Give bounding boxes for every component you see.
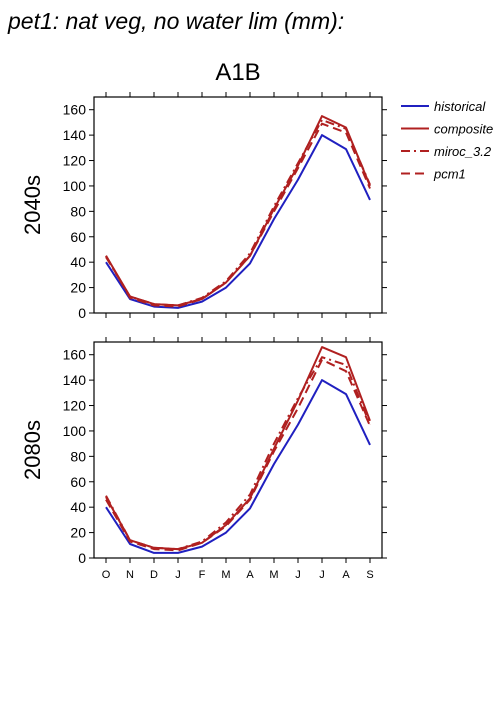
y-tick-label: 100 [63,178,87,194]
y-tick-label: 80 [70,203,86,219]
legend-item-miroc_3.2: miroc_3.2 [401,144,492,159]
x-tick-label: A [342,569,350,581]
series-line-composite [105,346,371,551]
series-line-miroc_3.2 [105,356,371,551]
panel-label: 2080s [20,420,45,480]
y-tick-label: 20 [70,525,86,541]
legend-item-pcm1: pcm1 [401,167,466,182]
chart-panels: 0 20 40 60 80 100 120 140 160 2040s 0 20 40 60 80 100 12… [20,92,387,581]
legend-label: composite [434,122,493,137]
y-tick-label: 40 [70,254,86,270]
legend: historical composite miroc_3.2 pcm1 [401,99,493,182]
x-tick-label: J [319,569,325,581]
panel-2080s: 0 20 40 60 80 100 120 140 160 O N D J F M A M J J A S 2080s [20,337,387,581]
series-line-historical [105,379,371,554]
x-tick-label: M [221,569,230,581]
plot-frame [93,341,383,559]
y-tick-label: 60 [70,229,86,245]
x-tick-label: A [246,569,254,581]
x-tick-label: F [199,569,206,581]
series-line-pcm1 [105,122,371,308]
x-tick-label: O [102,569,111,581]
y-tick-label: 100 [63,423,87,439]
x-tick-label: M [269,569,278,581]
y-tick-label: 0 [78,305,86,321]
x-tick-label: S [366,569,373,581]
y-tick-label: 140 [63,127,87,143]
x-tick-label: J [295,569,301,581]
y-tick-label: 160 [63,347,87,363]
series-line-composite [105,115,371,307]
figure-title: pet1: nat veg, no water lim (mm): [7,8,344,34]
series-line-pcm1 [105,358,371,552]
legend-label: historical [434,99,486,114]
y-tick-label: 120 [63,153,87,169]
series-line-miroc_3.2 [105,118,371,307]
series-line-historical [105,134,371,309]
y-tick-label: 140 [63,372,87,388]
scenario-title: A1B [215,59,260,86]
y-tick-label: 160 [63,102,87,118]
y-tick-label: 0 [78,550,86,566]
y-tick-label: 60 [70,474,86,490]
y-tick-label: 120 [63,398,87,414]
plot-frame [93,96,383,314]
y-tick-label: 80 [70,448,86,464]
y-tick-label: 20 [70,280,86,296]
legend-item-historical: historical [401,99,486,114]
panel-2040s: 0 20 40 60 80 100 120 140 160 2040s [20,92,387,321]
x-tick-label: D [150,569,158,581]
legend-label: pcm1 [433,167,466,182]
legend-item-composite: composite [401,122,493,137]
y-tick-label: 40 [70,499,86,515]
panel-label: 2040s [20,175,45,235]
x-tick-label: N [126,569,134,581]
x-tick-label: J [175,569,181,581]
legend-label: miroc_3.2 [434,144,492,159]
